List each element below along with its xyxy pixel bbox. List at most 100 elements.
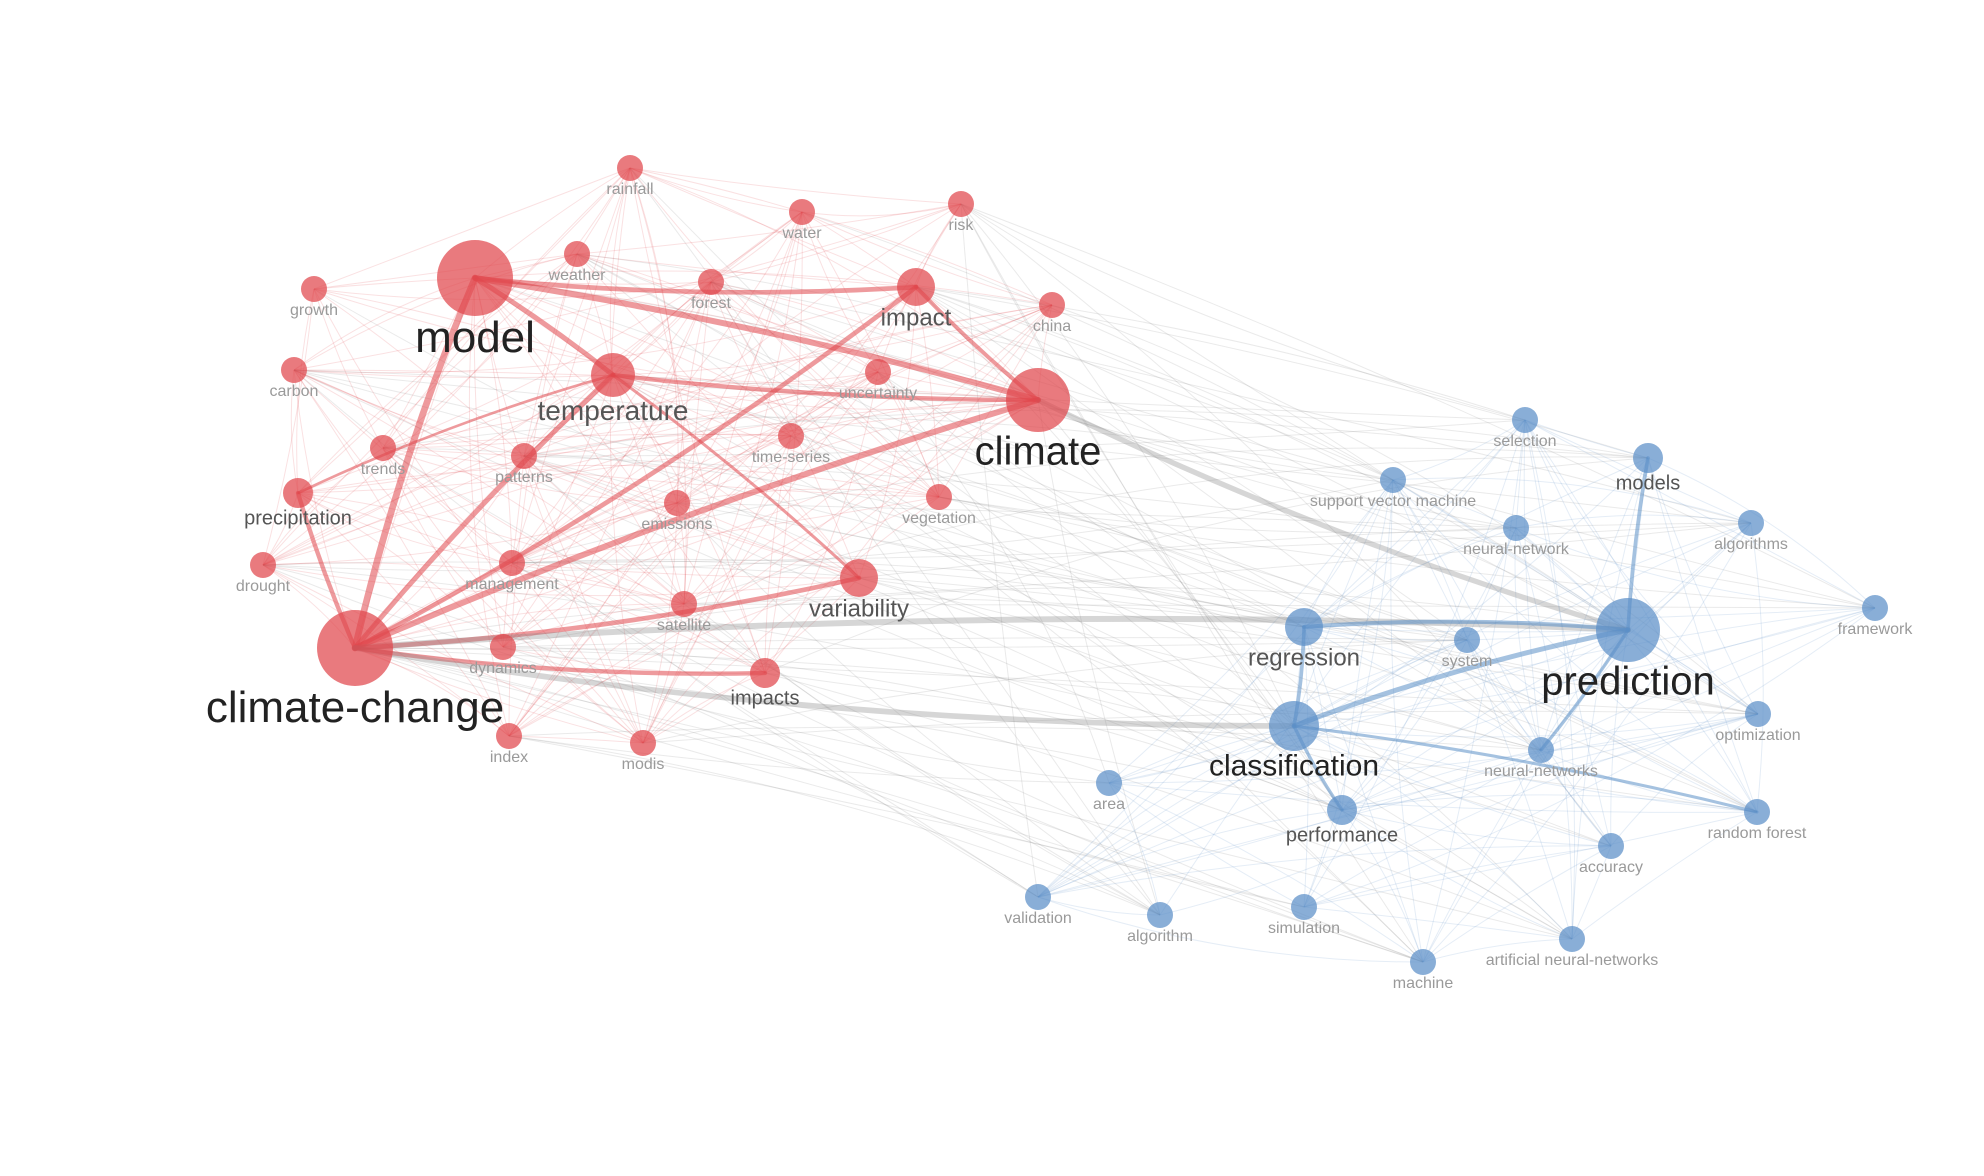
edge-climate-change-machine [354, 647, 1424, 963]
edge-classification-optimization [1293, 713, 1759, 738]
edge-neural-networks-random-forest [1540, 749, 1758, 813]
node-weather[interactable] [564, 241, 590, 267]
edge-forest-framework [710, 281, 1876, 609]
node-prediction[interactable] [1596, 598, 1660, 662]
edge-neural-networks-algorithm [1159, 749, 1542, 916]
edge-climate-carbon [293, 369, 1039, 401]
edge-management-models [511, 447, 1649, 564]
node-optimization[interactable] [1745, 701, 1771, 727]
edge-patterns-framework [523, 455, 1876, 609]
edge-optimization-neural-networks [1540, 713, 1759, 751]
node-classification[interactable] [1269, 701, 1319, 751]
node-validation[interactable] [1025, 884, 1051, 910]
node-area[interactable] [1096, 770, 1122, 796]
node-algorithms[interactable] [1738, 510, 1764, 536]
node-system[interactable] [1454, 627, 1480, 653]
edge-neural-networks-validation [1037, 749, 1542, 898]
node-algorithm[interactable] [1147, 902, 1173, 928]
node-management[interactable] [499, 550, 525, 576]
node-trends[interactable] [370, 435, 396, 461]
strong-edge-model-climate [472, 275, 1041, 403]
node-label-drought: drought [236, 578, 291, 595]
edge-weather-carbon [293, 253, 578, 371]
node-climate[interactable] [1006, 368, 1070, 432]
node-neural-networks[interactable] [1528, 737, 1554, 763]
node-accuracy[interactable] [1598, 833, 1624, 859]
node-china[interactable] [1039, 292, 1065, 318]
edge-rainfall-water [629, 167, 803, 213]
edge-forest-emissions [676, 281, 712, 504]
node-svm[interactable] [1380, 467, 1406, 493]
node-performance[interactable] [1327, 795, 1357, 825]
node-modis[interactable] [630, 730, 656, 756]
node-risk[interactable] [948, 191, 974, 217]
node-water[interactable] [789, 199, 815, 225]
node-neural-network[interactable] [1503, 515, 1529, 541]
node-simulation[interactable] [1291, 894, 1317, 920]
node-carbon[interactable] [281, 357, 307, 383]
node-models[interactable] [1633, 443, 1663, 473]
edge-random-forest-ann [1571, 811, 1758, 940]
node-forest[interactable] [698, 269, 724, 295]
edge-trends-svm [382, 416, 1394, 481]
edge-framework-validation [1037, 607, 1876, 898]
edge-drought-validation [262, 564, 1039, 898]
node-vegetation[interactable] [926, 484, 952, 510]
node-satellite[interactable] [671, 591, 697, 617]
edge-algorithms-validation [1037, 522, 1752, 898]
edge-climate-modis [642, 399, 1039, 744]
edge-variability-algorithms [858, 522, 1752, 579]
edge-temperature-vegetation [612, 374, 940, 498]
strong-edge-climate-change-variability [352, 575, 862, 651]
node-climate-change[interactable] [317, 610, 393, 686]
edge-forest-vegetation [710, 281, 940, 498]
node-growth[interactable] [301, 276, 327, 302]
node-precipitation[interactable] [283, 478, 313, 508]
node-time-series[interactable] [778, 423, 804, 449]
edge-patterns-satellite [523, 455, 685, 605]
node-label-time-series: time-series [752, 449, 830, 466]
node-random-forest[interactable] [1744, 799, 1770, 825]
node-drought[interactable] [250, 552, 276, 578]
node-temperature[interactable] [591, 353, 635, 397]
edge-temperature-rainfall [609, 167, 631, 376]
edge-regression-simulation [1303, 626, 1309, 908]
edge-index-modis [508, 735, 644, 744]
edge-classification-validation [1037, 725, 1295, 898]
node-regression[interactable] [1285, 608, 1323, 646]
edge-climate-change-optimization [354, 647, 1759, 715]
node-label-machine: machine [1393, 975, 1454, 992]
edge-accuracy-machine [1422, 845, 1612, 963]
edge-svm-accuracy [1392, 479, 1612, 847]
node-label-simulation: simulation [1268, 920, 1340, 937]
node-impact[interactable] [897, 268, 935, 306]
node-machine[interactable] [1410, 949, 1436, 975]
edge-rainfall-risk [629, 167, 962, 205]
node-rainfall[interactable] [617, 155, 643, 181]
edge-patterns-emissions [523, 455, 678, 504]
node-patterns[interactable] [511, 443, 537, 469]
edge-vegetation-framework [938, 496, 1876, 609]
node-index[interactable] [496, 723, 522, 749]
node-model[interactable] [437, 240, 513, 316]
edge-neural-network-random-forest [1515, 527, 1758, 813]
edge-carbon-modis [293, 369, 644, 744]
edge-neural-network-performance [1341, 527, 1517, 811]
node-impacts[interactable] [750, 658, 780, 688]
edge-variability-impact [858, 286, 917, 579]
edge-model-vegetation [474, 277, 940, 498]
edge-variability-neural-networks [858, 577, 1542, 751]
labels-layer: model climate-change climate temperature var… [206, 181, 1914, 992]
node-variability[interactable] [840, 559, 878, 597]
edge-impact-prediction [915, 286, 1629, 631]
node-selection[interactable] [1512, 407, 1538, 433]
node-uncertainty[interactable] [865, 359, 891, 385]
edge-prediction-performance [1341, 629, 1629, 811]
node-framework[interactable] [1862, 595, 1888, 621]
node-emissions[interactable] [664, 490, 690, 516]
node-label-water: water [781, 225, 822, 242]
node-ann[interactable] [1559, 926, 1585, 952]
node-dynamics[interactable] [490, 634, 516, 660]
edge-rainfall-vegetation [629, 167, 940, 498]
edge-svm-neural-network [1392, 479, 1517, 529]
